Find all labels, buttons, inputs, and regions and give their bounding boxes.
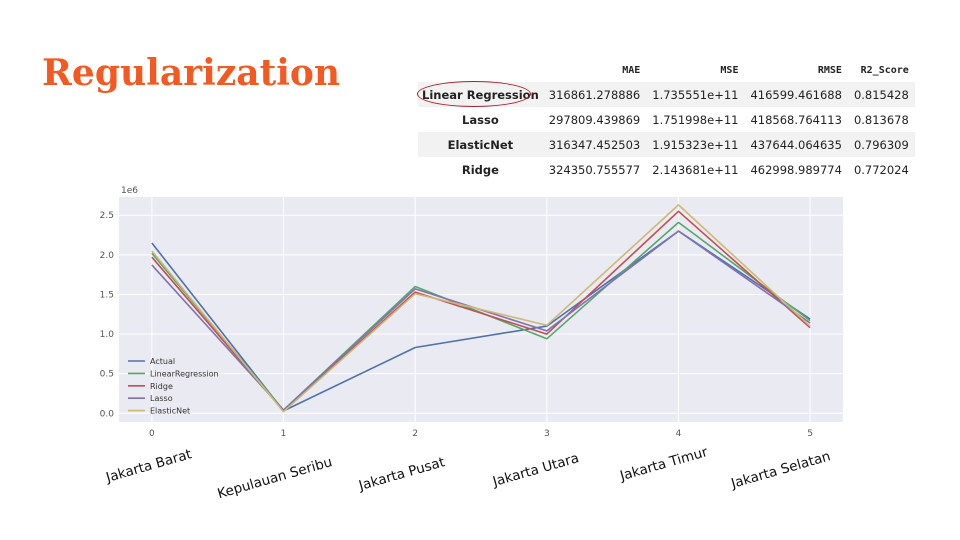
column-header-rmse: RMSE (817, 64, 842, 76)
table-row: Lasso 297809.439869 1.751998e+11 418568.… (418, 107, 915, 132)
legend-item-label: ElasticNet (150, 407, 190, 416)
cell-rmse: 437644.064635 (750, 137, 842, 152)
x-tick-label: 3 (544, 429, 550, 439)
cell-mae: 324350.755577 (548, 162, 641, 177)
slide-title: Regularization (42, 52, 341, 94)
row-model-name: Lasso (462, 112, 499, 127)
legend-item-label: LinearRegression (150, 369, 219, 378)
table-row: Ridge 324350.755577 2.143681e+11 462998.… (418, 157, 915, 182)
region-label: Kepulauan Seribu (216, 454, 334, 502)
x-tick-label: 4 (676, 429, 682, 439)
row-model-name: Ridge (461, 162, 499, 177)
column-header-mse: MSE (720, 64, 739, 76)
y-tick-label: 2.5 (100, 211, 114, 221)
cell-r2: 0.815428 (853, 87, 909, 102)
cell-r2: 0.813678 (853, 112, 909, 127)
table-row: ElasticNet 316347.452503 1.915323e+11 43… (418, 132, 915, 157)
x-tick-label: 2 (412, 429, 418, 439)
y-tick-label: 0.5 (100, 370, 114, 380)
cell-mae: 316347.452503 (548, 137, 641, 152)
region-label: Jakarta Selatan (728, 448, 832, 492)
region-label: Jakarta Timur (617, 444, 710, 485)
region-label: Jakarta Barat (103, 446, 193, 486)
region-label: Jakarta Pusat (356, 454, 447, 494)
x-tick-label: 0 (149, 429, 155, 439)
axis-scale-label: 1e6 (121, 186, 138, 196)
series-line-elasticnet (151, 204, 811, 413)
x-tick-label: 1 (281, 429, 287, 439)
highlight-ellipse (417, 81, 531, 107)
y-tick-label: 1.5 (100, 290, 114, 300)
cell-rmse: 462998.989774 (750, 162, 842, 177)
table-header-row: MAE MSE RMSE R2_Score (418, 58, 915, 82)
cell-mse: 2.143681e+11 (652, 162, 739, 177)
y-tick-label: 1.0 (100, 330, 115, 340)
cell-mse: 1.735551e+11 (652, 87, 739, 102)
cell-mae: 316861.278886 (548, 87, 641, 102)
y-tick-label: 0.0 (100, 409, 115, 419)
cell-r2: 0.772024 (853, 162, 909, 177)
column-header-mae: MAE (622, 64, 641, 76)
cell-rmse: 418568.764113 (750, 112, 842, 127)
legend-item-label: Lasso (150, 394, 173, 403)
cell-mae: 297809.439869 (548, 112, 641, 127)
x-tick-label: 5 (807, 429, 813, 439)
region-label: Jakarta Utara (490, 450, 581, 490)
row-model-name: ElasticNet (447, 137, 514, 152)
legend-item-label: Ridge (150, 382, 173, 391)
y-tick-label: 2.0 (100, 251, 115, 261)
cell-rmse: 416599.461688 (750, 87, 842, 102)
column-header-r2: R2_Score (860, 64, 909, 76)
cell-r2: 0.796309 (853, 137, 909, 152)
legend-item-label: Actual (150, 357, 175, 366)
cell-mse: 1.915323e+11 (652, 137, 739, 152)
cell-mse: 1.751998e+11 (652, 112, 739, 127)
